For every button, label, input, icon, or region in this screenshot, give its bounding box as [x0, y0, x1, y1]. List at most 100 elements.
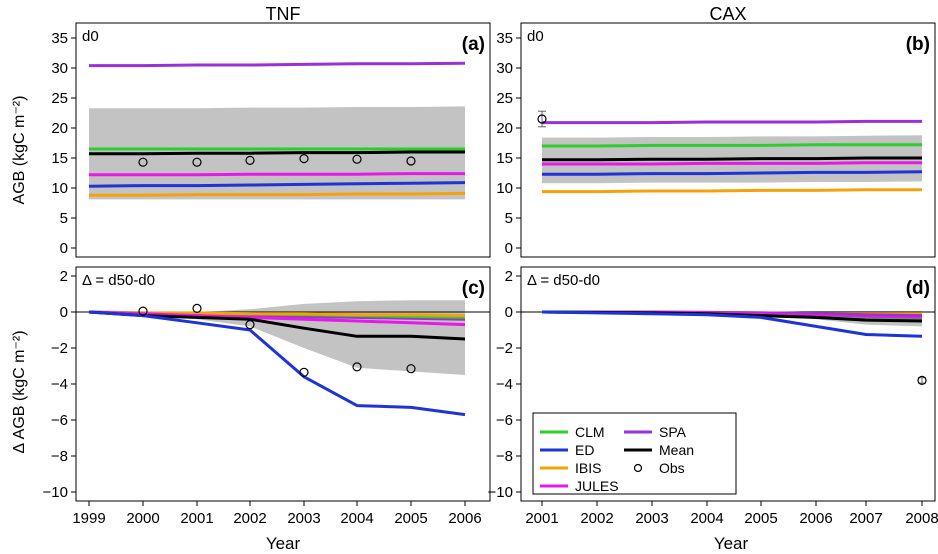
y-tick-label: 20: [496, 120, 513, 137]
y-tick-label: 2: [60, 268, 68, 285]
obs-point: [245, 320, 255, 330]
y-tick-label: 5: [505, 210, 513, 227]
legend-label-clm: CLM: [575, 424, 605, 440]
series-line-ed: [88, 310, 466, 417]
obs-point: [352, 154, 362, 164]
y-axis-label-bottom: Δ AGB (kgC m⁻²): [11, 330, 28, 453]
series-line-jules: [542, 161, 922, 166]
y-tick-label: 15: [496, 150, 513, 167]
y-tick-label: −2: [51, 340, 68, 357]
y-axis-label-top: AGB (kgC m⁻²): [11, 96, 28, 205]
series-line-ibis: [542, 188, 922, 194]
y-tick-label: 0: [60, 240, 68, 257]
panel-annotation: d0: [527, 28, 544, 45]
plot-frame: [75, 22, 491, 258]
series-line-mean: [89, 150, 465, 156]
legend: CLM SPA ED Mean IBIS Obs JULES: [532, 412, 737, 495]
x-tick-label: 2004: [340, 510, 373, 527]
y-tick-label: −4: [496, 376, 513, 393]
y-tick-label: 20: [51, 120, 68, 137]
panel-label: (c): [462, 278, 485, 299]
x-tick-label: 2007: [849, 510, 882, 527]
x-tick-label: 2003: [287, 510, 320, 527]
y-tick-label: −10: [43, 484, 68, 501]
series-line-clm: [542, 143, 922, 148]
x-tick-label: 2002: [233, 510, 266, 527]
series-line-ed: [541, 310, 923, 338]
x-tick-label: 2004: [690, 510, 723, 527]
legend-label-ed: ED: [575, 442, 594, 458]
y-tick-label: 10: [51, 180, 68, 197]
plot-frame: [520, 22, 936, 258]
obs-point: [299, 154, 309, 164]
x-tick-label: 2000: [126, 510, 159, 527]
obs-point: [245, 155, 255, 165]
panel-a: 0 5 10 15 20 25 30 35 d0 (a): [51, 22, 491, 258]
x-tick-label: 2006: [448, 510, 481, 527]
panel-label: (b): [906, 34, 930, 55]
series-line-ed: [542, 170, 923, 176]
y-tick-label: 35: [496, 30, 513, 47]
x-axis-label-left: Year: [266, 534, 301, 553]
series-line-ed: [88, 181, 466, 188]
obs-point: [138, 306, 148, 316]
x-tick-label: 2001: [525, 510, 558, 527]
obs-point: [299, 367, 309, 377]
obs-point: [917, 375, 927, 385]
y-tick-label: −6: [51, 412, 68, 429]
y-tick-label: 35: [51, 30, 68, 47]
y-tick-label: −8: [51, 448, 68, 465]
legend-label-spa: SPA: [659, 424, 687, 440]
series-line-jules: [88, 310, 466, 327]
legend-label-mean: Mean: [659, 442, 694, 458]
series-line-spa: [89, 61, 466, 68]
y-tick-label: 0: [60, 304, 68, 321]
series-line-spa: [542, 119, 922, 125]
y-tick-label: −6: [496, 412, 513, 429]
column-title-right: CAX: [709, 4, 746, 24]
x-tick-label: 2005: [394, 510, 427, 527]
x-tick-label: 2008: [905, 510, 938, 527]
legend-label-jules: JULES: [575, 478, 619, 494]
obs-point: [406, 156, 416, 166]
x-tick-label: 2003: [635, 510, 668, 527]
panel-label: (d): [906, 278, 930, 299]
y-tick-label: 2: [505, 268, 513, 285]
obs-point: [192, 303, 202, 313]
legend-swatch-obs: [633, 463, 643, 473]
y-tick-label: −10: [488, 484, 513, 501]
y-tick-label: −4: [51, 376, 68, 393]
panel-b: 0 5 10 15 20 25 30 35 d0 (b): [496, 22, 936, 258]
y-tick-label: 0: [505, 240, 513, 257]
panel-annotation: Δ = d50-d0: [82, 272, 155, 289]
obs-point: [406, 364, 416, 374]
x-axis-label-right: Year: [714, 534, 749, 553]
column-title-left: TNF: [266, 4, 301, 24]
y-tick-label: 25: [51, 90, 68, 107]
legend-label-ibis: IBIS: [575, 460, 601, 476]
obs-point: [192, 157, 202, 167]
series-line-mean: [542, 156, 922, 162]
x-tick-label: 2002: [580, 510, 613, 527]
obs-point: [138, 157, 148, 167]
series-line-ibis: [89, 191, 466, 197]
y-tick-label: 10: [496, 180, 513, 197]
obs-point: [352, 362, 362, 372]
y-tick-label: −2: [496, 340, 513, 357]
panel-label: (a): [462, 34, 485, 55]
y-tick-label: 5: [60, 210, 68, 227]
panel-annotation: d0: [82, 28, 99, 45]
series-line-jules: [89, 172, 465, 177]
legend-box: [532, 412, 737, 495]
y-tick-label: −8: [496, 448, 513, 465]
panel-d: −10 −8 −6 −4 −2 0 2 2001 2002 2003 2004 2005 2006 200…: [488, 266, 938, 527]
y-tick-label: 30: [496, 60, 513, 77]
x-tick-label: 2005: [744, 510, 777, 527]
panel-c: −10 −8 −6 −4 −2 0 2 1999 2000 2001 2002 2003 2004 200…: [43, 266, 491, 527]
obs-point: [537, 114, 547, 124]
y-tick-label: 25: [496, 90, 513, 107]
y-tick-label: 30: [51, 60, 68, 77]
x-tick-label: 1999: [72, 510, 105, 527]
